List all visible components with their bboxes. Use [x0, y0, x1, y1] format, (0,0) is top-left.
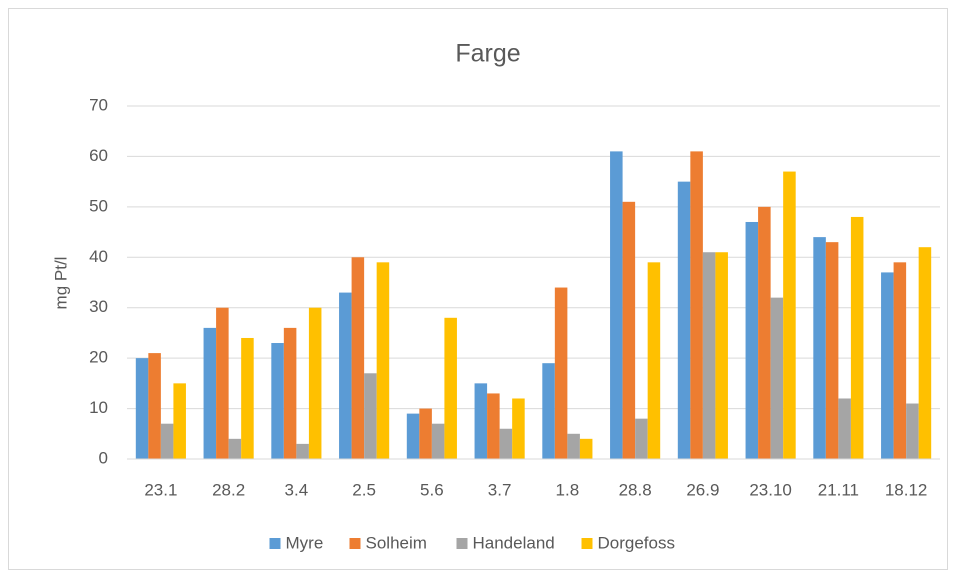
legend-swatch [456, 538, 468, 549]
bar [376, 262, 390, 459]
x-tick-label: 28.2 [212, 480, 245, 499]
x-tick-label: 2.5 [352, 480, 376, 499]
legend-swatch [581, 538, 593, 549]
legend-label: Handeland [473, 533, 555, 552]
bar [715, 252, 728, 459]
bar [542, 363, 555, 459]
legend-label: Myre [286, 533, 324, 552]
bar [825, 242, 839, 459]
y-tick-label: 50 [89, 196, 108, 215]
bar [838, 398, 851, 459]
bar [203, 327, 217, 459]
bar [579, 438, 593, 459]
bar [444, 317, 457, 459]
bar [364, 373, 377, 459]
bar [339, 292, 352, 459]
bar [271, 343, 284, 459]
bar [906, 403, 919, 459]
chart-title: Farge [455, 40, 520, 68]
x-tick-label: 23.1 [144, 480, 177, 499]
bar [487, 393, 500, 459]
bar [635, 418, 648, 459]
x-tick-label: 1.8 [556, 480, 580, 499]
bar [135, 358, 149, 459]
bar [758, 206, 771, 459]
bar [296, 443, 309, 459]
bar [431, 423, 445, 459]
y-tick-label: 40 [89, 247, 108, 266]
y-tick-label: 20 [89, 348, 108, 367]
x-tick-label: 3.7 [488, 480, 512, 499]
y-tick-label: 60 [89, 146, 108, 165]
bar [554, 287, 568, 459]
bar [474, 383, 488, 459]
bar [770, 297, 784, 459]
bar [622, 201, 636, 460]
x-tick-label: 3.4 [285, 480, 309, 499]
bar [241, 337, 254, 459]
bar [813, 237, 826, 459]
x-tick-label: 18.12 [885, 480, 928, 499]
y-tick-label: 0 [99, 448, 108, 467]
bar [283, 327, 297, 459]
bar [419, 408, 432, 459]
bar [881, 272, 894, 459]
bar [216, 307, 229, 459]
bar [745, 221, 759, 459]
bar [702, 252, 716, 459]
y-axis-label: mg Pt/l [51, 257, 70, 310]
bar [406, 413, 420, 459]
bar [351, 257, 365, 459]
bar [783, 171, 796, 460]
bar [567, 433, 580, 459]
x-tick-label: 5.6 [420, 480, 444, 499]
bar [893, 262, 907, 459]
legend-label: Dorgefoss [598, 533, 675, 552]
bar [610, 151, 623, 459]
bar [160, 423, 174, 459]
bar [148, 353, 161, 459]
y-tick-label: 30 [89, 297, 108, 316]
bar [512, 398, 525, 459]
x-tick-label: 26.9 [686, 480, 719, 499]
bar [499, 428, 513, 459]
bar [850, 216, 864, 459]
x-tick-label: 21.11 [818, 480, 859, 499]
y-tick-label: 10 [89, 398, 108, 417]
bar [677, 181, 691, 459]
x-tick-label: 23.10 [749, 480, 792, 499]
x-tick-label: 28.8 [619, 480, 652, 499]
bar [690, 151, 703, 459]
bar [173, 383, 186, 459]
bar [228, 438, 242, 459]
legend-swatch [349, 538, 361, 549]
legend-swatch [269, 538, 281, 549]
y-tick-label: 70 [89, 95, 108, 114]
bar [308, 307, 322, 459]
bar [647, 262, 661, 459]
bar [918, 247, 932, 459]
legend-label: Solheim [366, 533, 427, 552]
